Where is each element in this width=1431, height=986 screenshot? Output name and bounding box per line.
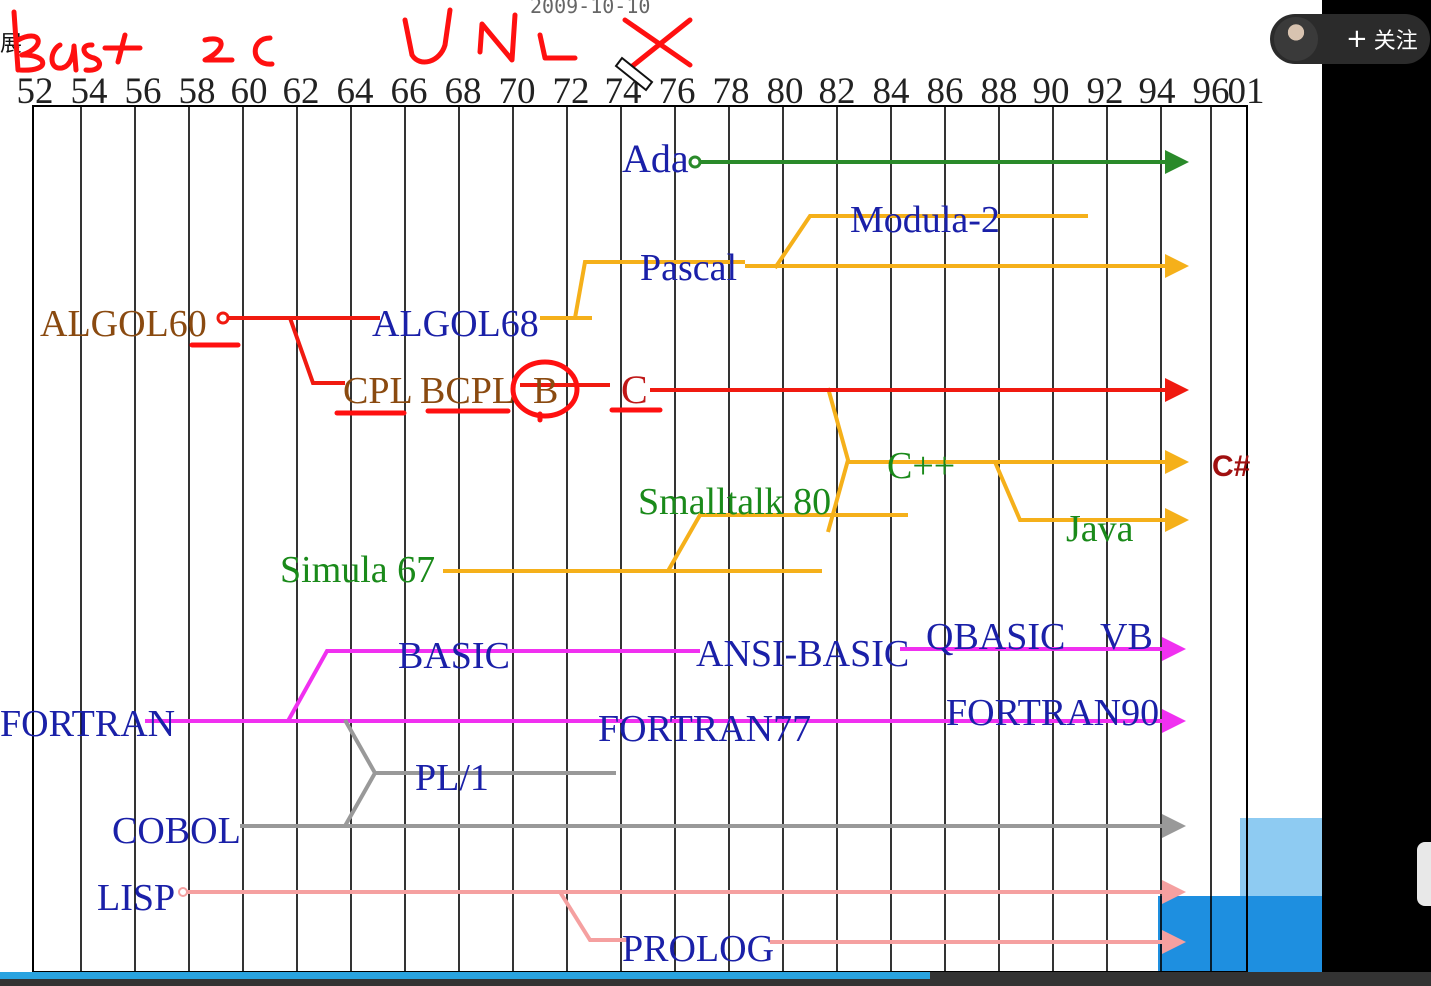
annotation-handwriting-b xyxy=(11,9,46,73)
year-label: 70 xyxy=(499,71,536,112)
pascal-branch xyxy=(573,260,745,319)
year-label: 54 xyxy=(71,71,108,112)
year-label: 60 xyxy=(231,71,268,112)
language-label-simula: Simula 67 xyxy=(280,549,435,591)
language-label-csharp: C# xyxy=(1212,450,1251,483)
algol60-origin-dot xyxy=(216,311,230,325)
language-label-modula2: Modula-2 xyxy=(850,199,1000,241)
plus-icon: + xyxy=(1346,24,1368,54)
year-label: 76 xyxy=(659,71,696,112)
year-label: 80 xyxy=(767,71,804,112)
language-label-algol60: ALGOL60 xyxy=(40,303,207,345)
annotation-handwriting-as xyxy=(49,42,102,73)
follow-button[interactable]: + 关注 xyxy=(1346,23,1418,55)
language-label-algol68: ALGOL68 xyxy=(372,303,539,345)
ada-origin-dot xyxy=(688,155,702,169)
language-label-cpl: CPL xyxy=(343,370,413,412)
language-evolution-diagram: 52 54 56 58 60 62 64 66 68 70 72 74 76 78 80 82 84 86 88 90… xyxy=(0,7,1265,972)
year-label: 72 xyxy=(553,71,590,112)
pl1-merge-bracket xyxy=(343,719,378,827)
year-label: 84 xyxy=(873,71,910,112)
language-label-basic: BASIC xyxy=(398,635,510,677)
language-label-bcpl: BCPL xyxy=(420,370,515,412)
year-label: 66 xyxy=(391,71,428,112)
year-label: 94 xyxy=(1139,71,1176,112)
year-label: 01 xyxy=(1228,71,1265,112)
side-drawer-handle[interactable] xyxy=(1417,842,1431,906)
year-label: 92 xyxy=(1087,71,1124,112)
pen-cursor-icon xyxy=(614,56,654,92)
diagram-frame xyxy=(32,105,1248,972)
cpl-branch xyxy=(288,317,345,385)
right-black-bar xyxy=(1322,0,1431,986)
language-label-pascal: Pascal xyxy=(640,247,737,289)
avatar[interactable] xyxy=(1274,17,1318,61)
year-label: 64 xyxy=(337,71,374,112)
language-label-fortran: FORTRAN xyxy=(0,703,175,745)
smalltalk-branch xyxy=(666,513,830,572)
java-line xyxy=(993,461,1189,532)
video-progress-fill xyxy=(0,972,931,979)
annotation-circle-b xyxy=(510,359,580,419)
modula2-line xyxy=(773,214,1088,270)
language-label-qbasic: QBASIC xyxy=(926,616,1065,658)
year-label: 56 xyxy=(125,71,162,112)
language-label-vb: VB xyxy=(1100,616,1153,658)
video-progress-bar[interactable] xyxy=(0,972,1431,986)
annotation-handwriting-c xyxy=(202,35,275,67)
prolog-branch xyxy=(558,890,630,942)
annotation-handwriting-x xyxy=(622,17,693,71)
annotation-handwriting-i xyxy=(102,32,143,65)
year-label: 62 xyxy=(283,71,320,112)
basic-branch xyxy=(286,649,510,722)
year-label: 52 xyxy=(17,71,54,112)
language-label-prolog: PROLOG xyxy=(622,928,774,970)
language-label-fortran77: FORTRAN77 xyxy=(598,708,811,750)
year-label: 58 xyxy=(179,71,216,112)
language-label-cobol: COBOL xyxy=(112,810,241,852)
year-label: 68 xyxy=(445,71,482,112)
language-label-c: C xyxy=(621,367,648,412)
language-label-smalltalk: Smalltalk 80 xyxy=(638,481,831,523)
language-label-cpp: C++ xyxy=(887,445,955,487)
lisp-origin-dot xyxy=(178,887,188,897)
language-label-java: Java xyxy=(1066,508,1134,550)
year-label: 88 xyxy=(981,71,1018,112)
language-label-ansibasic: ANSI-BASIC xyxy=(696,633,909,675)
year-label: 90 xyxy=(1033,71,1070,112)
language-label-lisp: LISP xyxy=(97,877,175,919)
year-label: 82 xyxy=(819,71,856,112)
follow-widget: + 关注 xyxy=(1270,14,1430,64)
annotation-handwriting-u xyxy=(402,7,453,65)
language-label-pl1: PL/1 xyxy=(415,757,489,799)
language-label-ada: Ada xyxy=(622,136,689,181)
follow-label: 关注 xyxy=(1373,29,1418,54)
annotation-handwriting-n xyxy=(477,12,518,63)
year-label: 78 xyxy=(713,71,750,112)
slide-date: 2009-10-10 xyxy=(530,0,651,18)
annotation-handwriting-l xyxy=(537,32,578,61)
language-label-b: B xyxy=(533,370,558,412)
language-label-fortran90: FORTRAN90 xyxy=(946,692,1159,734)
year-label: 86 xyxy=(927,71,964,112)
year-label: 96 xyxy=(1193,71,1230,112)
